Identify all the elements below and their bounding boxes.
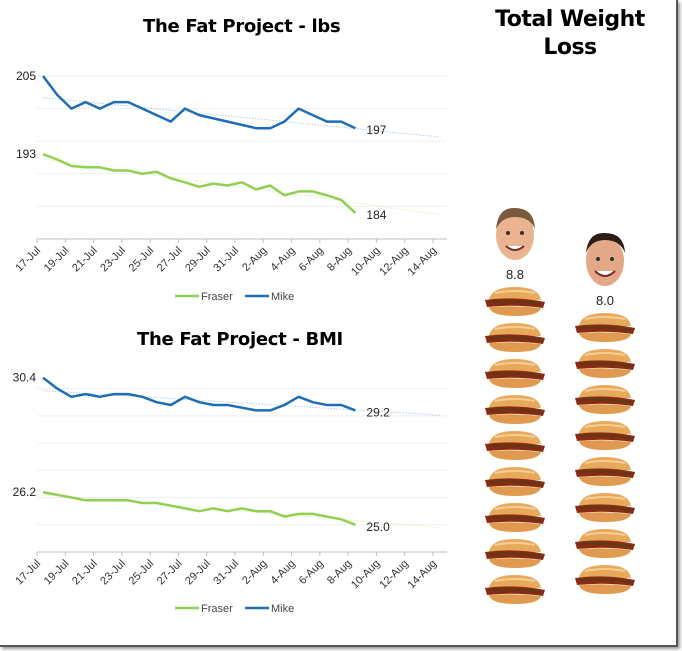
mike-loss-value: 8.0	[595, 293, 615, 308]
legend-label-fraser: Fraser	[201, 291, 233, 303]
sandwich-icon	[573, 490, 637, 524]
x-tick-label: 6-Aug	[297, 558, 326, 587]
sandwich-icon	[483, 536, 547, 570]
x-tick-label: 12-Aug	[377, 558, 411, 592]
fraser-column: 8.8	[475, 203, 555, 608]
start-value-label: 30.4	[13, 371, 37, 385]
legend-label-fraser: Fraser	[201, 603, 233, 615]
mike-column: 8.0	[565, 229, 645, 598]
start-value-label: 26.2	[13, 485, 37, 499]
x-tick-label: 23-Jul	[98, 558, 128, 588]
x-tick-label: 21-Jul	[70, 558, 100, 588]
sandwich-icon	[483, 428, 547, 462]
sandwich-icon	[573, 310, 637, 344]
x-tick-label: 17-Jul	[13, 558, 43, 588]
sandwich-icon	[573, 418, 637, 452]
total-weight-loss-title: Total Weight Loss	[470, 6, 670, 62]
x-tick-label: 14-Aug	[406, 558, 440, 592]
sandwich-icon	[483, 464, 547, 498]
x-tick-label: 2-Aug	[240, 558, 269, 587]
end-value-label: 25.0	[366, 520, 390, 534]
x-tick-label: 31-Jul	[211, 558, 241, 588]
chart-bmi: 17-Jul19-Jul21-Jul23-Jul25-Jul27-Jul29-J…	[13, 371, 447, 615]
x-tick-label: 10-Aug	[349, 558, 383, 592]
start-value-label: 205	[16, 69, 36, 83]
sandwich-icon	[483, 572, 547, 606]
legend-label-mike: Mike	[271, 603, 294, 615]
sandwich-icon	[483, 284, 547, 318]
x-tick-label: 27-Jul	[155, 558, 185, 588]
x-tick-label: 29-Jul	[183, 558, 213, 588]
x-tick-label: 25-Jul	[127, 558, 157, 588]
end-value-label: 197	[366, 123, 386, 137]
mike-face-icon	[586, 232, 625, 286]
series-line-mike	[42, 75, 356, 130]
end-value-label: 184	[366, 208, 386, 222]
chart-lbs: 17-Jul19-Jul21-Jul23-Jul25-Jul27-Jul29-J…	[13, 69, 447, 303]
sandwich-icon	[483, 392, 547, 426]
fraser-loss-value: 8.8	[505, 267, 525, 282]
sandwich-icon	[483, 320, 547, 354]
x-tick-label: 4-Aug	[268, 558, 297, 587]
sandwich-icon	[573, 454, 637, 488]
x-tick-label: 19-Jul	[42, 558, 72, 588]
sandwich-icon	[483, 500, 547, 534]
series-line-mike	[42, 376, 356, 412]
sandwich-icon	[573, 526, 637, 560]
sandwich-icon	[483, 356, 547, 390]
legend-label-mike: Mike	[271, 291, 294, 303]
title-line-1: Total Weight	[495, 7, 645, 32]
series-line-fraser	[42, 490, 356, 526]
fraser-sandwiches	[483, 284, 547, 608]
end-value-label: 29.2	[366, 405, 390, 419]
series-line-fraser	[42, 153, 357, 214]
chart-title-lbs: The Fat Project - lbs	[143, 16, 341, 37]
start-value-label: 193	[16, 147, 36, 161]
chart-title-bmi: The Fat Project - BMI	[137, 329, 343, 350]
mike-sandwiches	[573, 310, 637, 598]
title-line-2: Loss	[543, 35, 597, 60]
sandwich-icon	[573, 346, 637, 380]
fraser-face-icon	[496, 207, 535, 260]
sandwich-icon	[573, 562, 637, 596]
sandwich-icon	[573, 382, 637, 416]
